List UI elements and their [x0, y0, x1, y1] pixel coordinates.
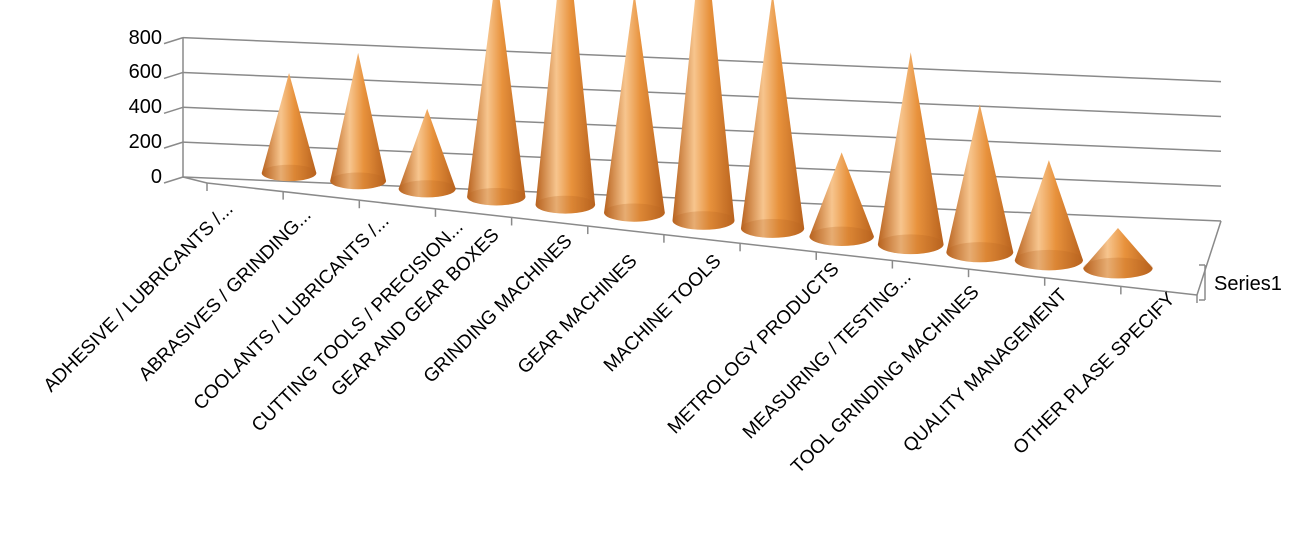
cone — [672, 0, 735, 230]
cone-body — [1083, 228, 1153, 279]
cone-body — [946, 104, 1014, 263]
cone — [261, 72, 317, 182]
cone — [398, 108, 456, 198]
y-tick-label: 800 — [129, 27, 162, 49]
cone-base — [740, 218, 805, 238]
gridline-side — [163, 36, 184, 45]
category-label: MEASURING / TESTING... — [739, 267, 916, 444]
y-axis-tick-labels: 800 600 400 200 0 — [129, 27, 162, 188]
cones — [261, 0, 1153, 279]
cone-body — [604, 0, 665, 222]
cone-body — [672, 0, 735, 230]
floor-right-edge — [1196, 220, 1222, 296]
cone-body — [740, 0, 805, 238]
cone — [604, 0, 665, 222]
cone-base — [604, 203, 665, 222]
cone-body — [877, 52, 944, 255]
cone-body — [535, 0, 596, 214]
cone — [1014, 160, 1083, 271]
cone — [946, 104, 1014, 263]
floor-left-edge — [182, 176, 208, 184]
y-tick-label: 0 — [151, 166, 162, 188]
floor-front-edge — [206, 182, 1198, 296]
y-tick-label: 600 — [129, 61, 162, 83]
cone — [330, 52, 387, 190]
cone-base — [672, 211, 735, 230]
cone-base — [261, 164, 317, 182]
gridline-side — [163, 141, 184, 149]
y-tick-label: 200 — [129, 131, 162, 153]
cone-base — [809, 226, 874, 247]
cone — [535, 0, 596, 214]
cone-base — [1014, 249, 1083, 271]
cone-base — [946, 242, 1014, 263]
cone-body — [398, 108, 456, 198]
cone-base — [877, 234, 944, 255]
gridline-side — [163, 71, 184, 80]
gridline-side — [163, 176, 184, 184]
legend: Series1 — [1199, 264, 1282, 301]
legend-series-label: Series1 — [1214, 273, 1282, 295]
category-label: ABRASIVES / GRINDING... — [135, 205, 316, 386]
gridline-side — [163, 106, 184, 115]
cone-body — [467, 0, 526, 206]
cone — [1083, 228, 1153, 279]
cone-base — [330, 172, 387, 190]
cone-body — [809, 152, 874, 247]
axes — [182, 37, 1222, 303]
cone — [809, 152, 874, 247]
cone-base — [398, 180, 456, 198]
cone-base — [535, 195, 596, 214]
cone-base — [467, 187, 526, 206]
cone — [467, 0, 526, 206]
y-tick-label: 400 — [129, 96, 162, 118]
cone — [740, 0, 805, 238]
cone-body — [330, 52, 387, 190]
cone-base — [1083, 257, 1153, 279]
cone — [877, 52, 944, 255]
cone-body — [1014, 160, 1083, 271]
cone-body — [261, 72, 317, 182]
